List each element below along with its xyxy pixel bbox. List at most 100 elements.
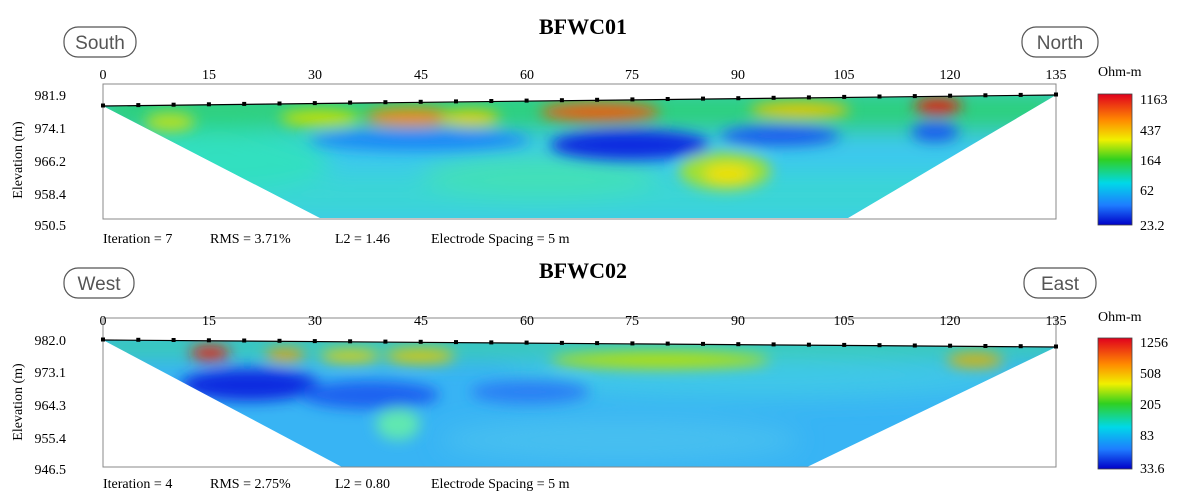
electrode-spacing-label: Electrode Spacing = 5 m [431, 477, 570, 492]
electrode-marker [206, 102, 211, 107]
electrode-marker [312, 339, 317, 344]
anomaly [550, 130, 710, 160]
y-tick: 955.4 [35, 432, 67, 447]
colorbar-label: 33.6 [1140, 462, 1165, 477]
colorbar: Ohm-m 1163 437 164 62 23.2 [1097, 65, 1167, 234]
anomaly [750, 102, 850, 118]
electrode-marker [312, 101, 317, 106]
electrode-marker [912, 343, 917, 348]
electrode-marker [383, 100, 388, 105]
electrode-marker [277, 338, 282, 343]
footer-stats: Iteration = 4 RMS = 2.75% L2 = 0.80 Elec… [103, 477, 570, 492]
x-tick: 135 [1046, 68, 1067, 83]
rms-label: RMS = 3.71% [210, 232, 291, 247]
colorbar-label: 62 [1140, 184, 1154, 199]
electrode-marker [242, 338, 247, 343]
colorbar-unit: Ohm-m [1098, 310, 1142, 325]
chart-title: BFWC02 [539, 258, 627, 283]
anomaly [470, 380, 590, 404]
direction-label-north: North [1037, 33, 1083, 54]
footer-stats: Iteration = 7 RMS = 3.71% L2 = 1.46 Elec… [103, 232, 570, 247]
electrode-marker [277, 101, 282, 106]
colorbar-label: 164 [1140, 154, 1161, 169]
electrode-marker [489, 99, 494, 103]
anomaly [300, 381, 440, 409]
y-tick: 966.2 [35, 155, 67, 170]
electrode-marker [736, 96, 741, 101]
iteration-label: Iteration = 7 [103, 232, 172, 247]
anomaly [704, 164, 752, 184]
electrode-marker [701, 96, 705, 101]
x-tick: 120 [940, 314, 961, 329]
electrode-marker [559, 340, 564, 345]
direction-label-west: West [78, 274, 122, 295]
y-tick: 973.1 [35, 366, 67, 381]
x-tick: 90 [731, 314, 745, 329]
electrode-marker [877, 94, 882, 99]
anomaly [914, 98, 962, 114]
electrode-marker [736, 342, 741, 347]
y-axis-ticks: 981.9 974.1 966.2 958.4 950.5 [35, 89, 67, 234]
electrode-marker [454, 340, 458, 345]
colorbar-unit: Ohm-m [1098, 65, 1142, 80]
electrode-marker [101, 103, 105, 108]
anomaly [720, 126, 840, 146]
electrodes [101, 92, 1058, 108]
anomaly [280, 110, 360, 126]
electrode-marker [101, 337, 105, 342]
y-tick: 950.5 [35, 219, 67, 234]
x-tick: 30 [308, 68, 322, 83]
x-tick: 0 [100, 68, 107, 83]
surface-line [102, 94, 1057, 107]
direction-label-south: South [75, 33, 125, 54]
anomaly [550, 352, 770, 368]
anomaly [310, 129, 530, 151]
electrode-marker [348, 100, 353, 105]
y-tick: 958.4 [35, 188, 67, 203]
surface-line [102, 339, 1057, 348]
direction-badge-right: East [1023, 267, 1097, 299]
x-tick: 0 [100, 314, 107, 329]
y-tick: 982.0 [35, 334, 67, 349]
x-tick: 135 [1046, 314, 1067, 329]
x-tick: 45 [414, 314, 428, 329]
electrode-spacing-label: Electrode Spacing = 5 m [431, 232, 570, 247]
panel-bfwc02: BFWC02 West East [11, 258, 1168, 492]
electrode-marker [771, 342, 776, 347]
electrode-marker [454, 99, 458, 104]
direction-badge-left: South [63, 26, 137, 58]
x-tick: 75 [625, 68, 639, 83]
electrode-marker [418, 99, 423, 104]
y-tick: 981.9 [35, 89, 67, 104]
x-axis-ticks: 0 15 30 45 60 75 90 105 120 135 [100, 68, 1067, 83]
electrode-marker [418, 339, 423, 344]
anomaly [320, 350, 380, 362]
electrode-marker [948, 343, 953, 348]
electrodes [101, 337, 1058, 349]
iteration-label: Iteration = 4 [103, 477, 172, 492]
electrode-marker [1018, 92, 1023, 97]
colorbar-label: 23.2 [1140, 219, 1165, 234]
electrode-marker [348, 339, 353, 344]
x-tick: 15 [202, 314, 216, 329]
direction-label-east: East [1041, 274, 1080, 295]
anomaly [376, 408, 420, 440]
electrode-marker [983, 93, 988, 98]
electrode-marker [948, 93, 953, 98]
anomaly [180, 369, 320, 401]
electrode-marker [524, 340, 529, 345]
anomaly [911, 122, 959, 142]
plot-frame [102, 317, 1057, 468]
y-tick: 964.3 [35, 399, 67, 414]
electrode-marker [842, 342, 847, 347]
x-tick: 45 [414, 68, 428, 83]
electrode-marker [771, 95, 776, 100]
l2-label: L2 = 0.80 [335, 477, 390, 492]
resistivity-section [103, 340, 1056, 467]
electrode-marker [171, 338, 176, 342]
electrode-marker [595, 341, 600, 346]
anomaly [385, 349, 455, 363]
panel-bfwc01: BFWC01 South North [11, 14, 1167, 247]
anomaly [947, 353, 1003, 367]
